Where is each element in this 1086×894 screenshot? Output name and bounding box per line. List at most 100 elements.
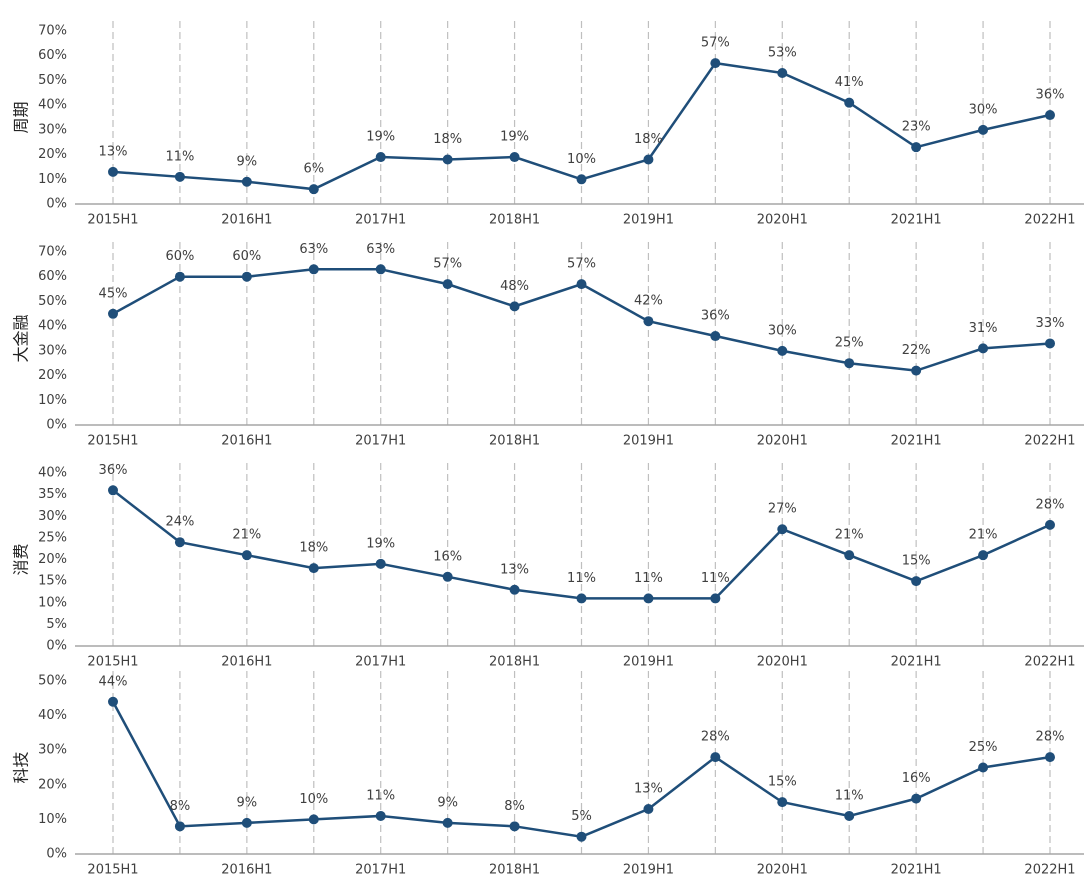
data-label: 10% bbox=[567, 152, 596, 167]
data-label: 57% bbox=[701, 36, 730, 51]
marker bbox=[576, 593, 587, 604]
y-tick-label: 50% bbox=[38, 73, 67, 88]
data-label: 31% bbox=[969, 321, 998, 336]
y-tick-label: 50% bbox=[38, 294, 67, 309]
marker bbox=[108, 696, 118, 707]
data-label: 9% bbox=[237, 154, 258, 169]
marker bbox=[1045, 110, 1055, 121]
x-tick-label: 2017H1 bbox=[355, 655, 406, 670]
y-tick-label: 70% bbox=[38, 245, 67, 260]
data-label: 16% bbox=[902, 771, 931, 786]
y-tick-label: 40% bbox=[38, 708, 67, 723]
data-label: 44% bbox=[99, 674, 128, 689]
data-label: 30% bbox=[969, 102, 998, 117]
marker bbox=[442, 279, 453, 290]
y-axis-label: 消费 bbox=[12, 543, 31, 575]
marker bbox=[174, 271, 185, 282]
data-label: 36% bbox=[1036, 88, 1065, 103]
x-tick-label: 2020H1 bbox=[757, 655, 808, 670]
x-tick-label: 2016H1 bbox=[221, 655, 272, 670]
marker bbox=[576, 279, 587, 290]
x-tick-label: 2017H1 bbox=[355, 863, 406, 878]
marker bbox=[911, 365, 922, 376]
x-tick-label: 2019H1 bbox=[623, 434, 674, 449]
y-tick-label: 10% bbox=[38, 172, 67, 187]
marker bbox=[643, 316, 654, 327]
x-tick-label: 2022H1 bbox=[1024, 434, 1075, 449]
y-tick-label: 30% bbox=[38, 743, 67, 758]
x-tick-label: 2022H1 bbox=[1024, 213, 1075, 228]
y-tick-label: 60% bbox=[38, 269, 67, 284]
data-label: 45% bbox=[99, 286, 128, 301]
data-label: 48% bbox=[500, 279, 529, 294]
marker bbox=[576, 831, 587, 842]
y-axis-label: 周期 bbox=[12, 101, 31, 133]
data-label: 30% bbox=[768, 323, 797, 338]
data-label: 41% bbox=[835, 75, 864, 90]
x-tick-label: 2019H1 bbox=[623, 863, 674, 878]
marker bbox=[174, 537, 185, 548]
marker bbox=[844, 97, 855, 108]
y-tick-label: 50% bbox=[38, 674, 67, 689]
data-label: 57% bbox=[433, 257, 462, 272]
data-label: 21% bbox=[969, 528, 998, 543]
marker bbox=[978, 124, 989, 135]
y-tick-label: 0% bbox=[46, 639, 67, 654]
x-tick-label: 2018H1 bbox=[489, 863, 540, 878]
data-label: 5% bbox=[571, 809, 592, 824]
data-label: 18% bbox=[299, 541, 328, 556]
y-tick-label: 30% bbox=[38, 122, 67, 137]
y-tick-label: 40% bbox=[38, 98, 67, 113]
x-tick-label: 2020H1 bbox=[757, 863, 808, 878]
x-tick-label: 2015H1 bbox=[87, 213, 138, 228]
y-tick-label: 15% bbox=[38, 574, 67, 589]
y-tick-label: 30% bbox=[38, 343, 67, 358]
y-axis-label: 大金融 bbox=[12, 314, 31, 362]
marker bbox=[375, 152, 386, 163]
x-tick-label: 2015H1 bbox=[87, 863, 138, 878]
marker bbox=[241, 176, 252, 187]
marker bbox=[1045, 519, 1055, 530]
data-label: 11% bbox=[835, 788, 864, 803]
y-tick-label: 10% bbox=[38, 393, 67, 408]
x-tick-label: 2021H1 bbox=[891, 655, 942, 670]
data-label: 42% bbox=[634, 294, 663, 309]
marker bbox=[777, 68, 788, 79]
data-label: 8% bbox=[504, 799, 525, 814]
marker bbox=[442, 817, 453, 828]
y-tick-label: 60% bbox=[38, 48, 67, 63]
marker bbox=[844, 550, 855, 561]
y-tick-label: 0% bbox=[46, 418, 67, 433]
data-label: 11% bbox=[366, 788, 395, 803]
marker bbox=[978, 550, 989, 561]
data-label: 28% bbox=[701, 730, 730, 745]
data-label: 25% bbox=[969, 740, 998, 755]
marker bbox=[442, 571, 453, 582]
data-label: 23% bbox=[902, 120, 931, 135]
data-label: 15% bbox=[768, 775, 797, 790]
marker bbox=[375, 264, 386, 275]
marker bbox=[710, 752, 721, 763]
marker bbox=[643, 804, 654, 815]
data-label: 60% bbox=[232, 249, 261, 264]
y-tick-label: 10% bbox=[38, 812, 67, 827]
data-label: 25% bbox=[835, 336, 864, 351]
data-label: 18% bbox=[433, 132, 462, 147]
data-label: 8% bbox=[170, 799, 191, 814]
y-tick-label: 10% bbox=[38, 595, 67, 610]
data-label: 57% bbox=[567, 257, 596, 272]
marker bbox=[777, 524, 788, 535]
data-label: 11% bbox=[634, 571, 663, 586]
y-tick-label: 30% bbox=[38, 509, 67, 524]
marker bbox=[375, 558, 386, 569]
marker bbox=[978, 762, 989, 773]
x-tick-label: 2015H1 bbox=[87, 655, 138, 670]
x-tick-label: 2021H1 bbox=[891, 863, 942, 878]
x-tick-label: 2021H1 bbox=[891, 434, 942, 449]
marker bbox=[509, 821, 520, 832]
y-tick-label: 20% bbox=[38, 777, 67, 792]
y-tick-label: 20% bbox=[38, 368, 67, 383]
marker bbox=[241, 550, 252, 561]
x-tick-label: 2016H1 bbox=[221, 863, 272, 878]
x-tick-label: 2017H1 bbox=[355, 434, 406, 449]
